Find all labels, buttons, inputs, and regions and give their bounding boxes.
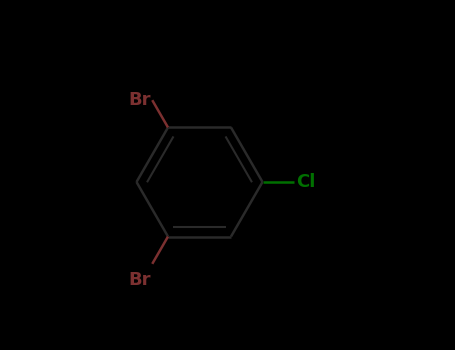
Text: Br: Br <box>128 91 151 109</box>
Text: Cl: Cl <box>296 173 315 191</box>
Text: Br: Br <box>128 271 151 289</box>
